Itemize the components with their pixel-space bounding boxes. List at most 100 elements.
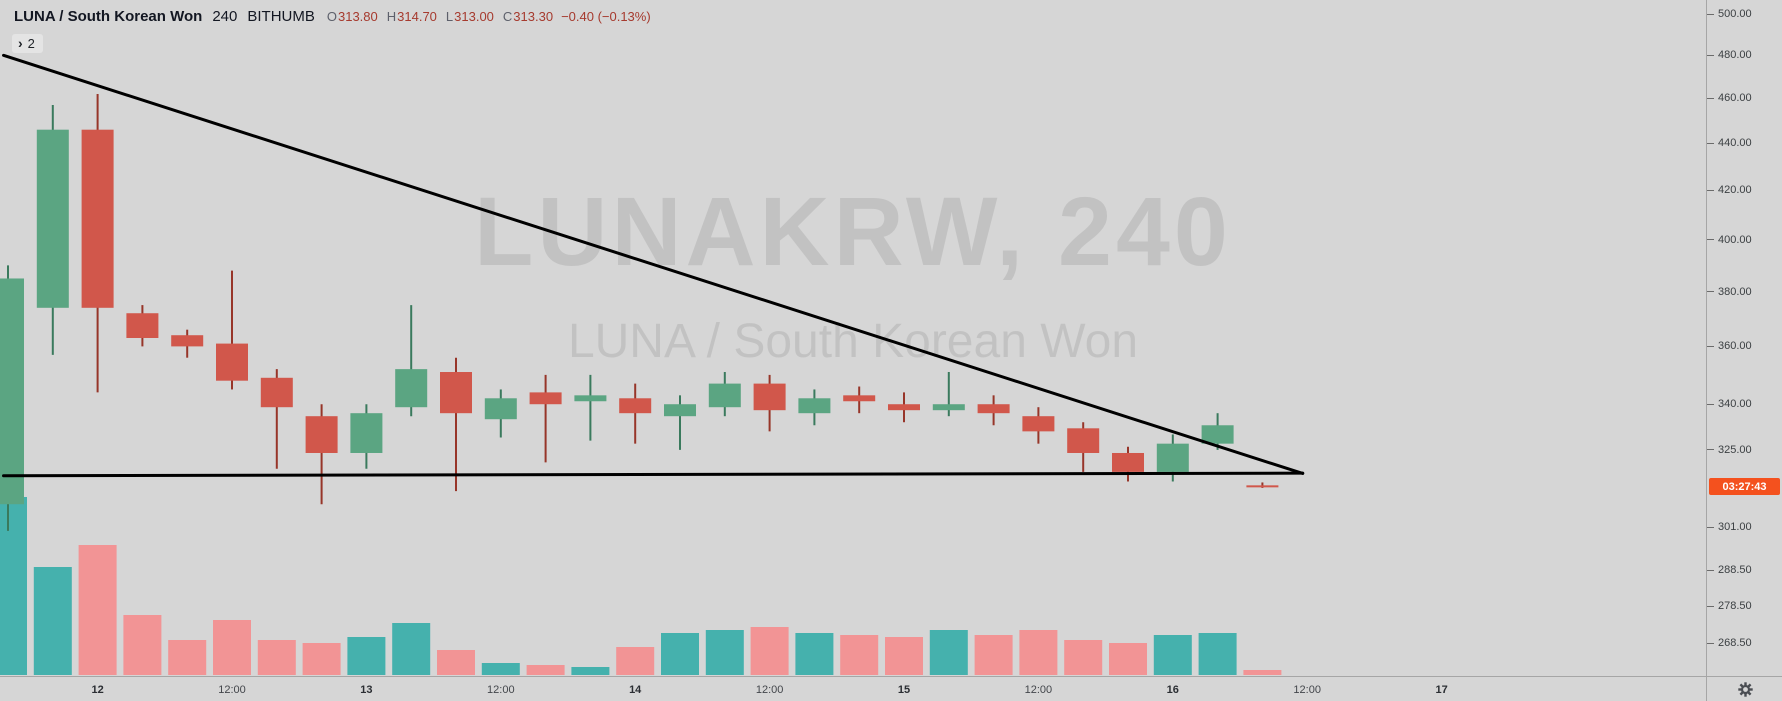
volume-bar bbox=[78, 545, 117, 675]
volume-bar bbox=[795, 633, 834, 675]
volume-bar bbox=[123, 615, 162, 675]
ohlc-values: O313.80 H314.70 L313.00 C313.30 bbox=[327, 9, 553, 24]
volume-bar bbox=[616, 647, 655, 675]
collapsed-drawings-button[interactable]: 2 bbox=[12, 34, 43, 53]
price-tick: 480.00 bbox=[1707, 48, 1752, 62]
trendline-drawing[interactable] bbox=[2, 53, 1305, 475]
ohlc-pair: O313.80 bbox=[326, 9, 378, 24]
ohlc-pair: C313.30 bbox=[502, 9, 554, 24]
candle-body bbox=[798, 398, 831, 414]
exchange-name: BITHUMB bbox=[247, 8, 315, 25]
candle-body bbox=[36, 129, 69, 308]
time-tick: 12 bbox=[91, 683, 104, 696]
candle-body bbox=[305, 416, 338, 453]
candle-body bbox=[664, 404, 696, 417]
price-tick: 500.00 bbox=[1707, 7, 1752, 21]
price-axis[interactable]: 03:27:43 500.00 480.00 460.00 440.00 420.00 4… bbox=[1706, 0, 1782, 676]
collapsed-drawings-count: 2 bbox=[27, 35, 35, 51]
volume-bar bbox=[168, 640, 207, 675]
candle-body bbox=[1112, 452, 1144, 472]
candle-body bbox=[350, 413, 383, 453]
time-tick: 15 bbox=[897, 683, 911, 696]
candle-body bbox=[708, 383, 741, 408]
candlestick-chart[interactable] bbox=[0, 0, 1706, 676]
candle-body bbox=[440, 372, 472, 414]
time-tick: 12:00 bbox=[487, 683, 515, 696]
candle-countdown-label[interactable]: 03:27:43 bbox=[1709, 478, 1780, 496]
time-tick: 12:00 bbox=[1024, 683, 1053, 696]
volume-bar bbox=[1064, 640, 1103, 675]
candle-body bbox=[888, 404, 920, 411]
volume-bar bbox=[1198, 633, 1237, 675]
chevron-right-icon bbox=[18, 35, 23, 51]
candle-body bbox=[1156, 443, 1189, 472]
volume-bar bbox=[1019, 630, 1058, 675]
volume-bar bbox=[213, 620, 251, 675]
volume-bar bbox=[750, 627, 789, 675]
candle-body bbox=[1067, 428, 1100, 453]
candle-body bbox=[1201, 425, 1234, 444]
candle-body bbox=[0, 278, 24, 505]
trendline-drawing[interactable] bbox=[2, 471, 1305, 478]
volume-bar bbox=[302, 643, 341, 675]
price-tick: 268.50 bbox=[1707, 636, 1752, 650]
time-tick: 17 bbox=[1435, 683, 1448, 696]
candle-body bbox=[977, 404, 1010, 414]
volume-bar bbox=[571, 667, 610, 675]
price-tick: 460.00 bbox=[1707, 91, 1752, 105]
price-tick: 440.00 bbox=[1707, 136, 1752, 150]
price-tick: 288.50 bbox=[1707, 563, 1752, 577]
volume-bar bbox=[705, 630, 744, 675]
candle-body bbox=[126, 313, 159, 339]
price-tick: 340.00 bbox=[1707, 397, 1752, 411]
candle-body bbox=[1246, 485, 1279, 488]
price-tick: 400.00 bbox=[1707, 233, 1752, 247]
time-tick: 13 bbox=[360, 683, 373, 696]
volume-bar bbox=[0, 497, 27, 675]
candle-body bbox=[529, 392, 562, 405]
price-tick: 420.00 bbox=[1707, 183, 1752, 197]
volume-bar bbox=[481, 663, 520, 675]
volume-bar bbox=[257, 640, 296, 675]
candle-body bbox=[574, 395, 607, 402]
volume-bar bbox=[661, 633, 699, 675]
time-tick: 16 bbox=[1166, 683, 1179, 696]
volume-bar bbox=[929, 630, 968, 675]
symbol-name[interactable]: LUNA / South Korean Won bbox=[14, 8, 203, 25]
candle-body bbox=[216, 343, 248, 381]
volume-bar bbox=[526, 665, 565, 675]
candle-body bbox=[932, 404, 965, 411]
volume-bar bbox=[1109, 643, 1147, 675]
candle-body bbox=[81, 129, 114, 308]
axis-corner bbox=[1706, 676, 1782, 701]
price-tick: 301.00 bbox=[1707, 520, 1752, 534]
volume-bar bbox=[33, 567, 72, 675]
price-tick: 278.50 bbox=[1707, 599, 1752, 613]
time-tick: 12:00 bbox=[218, 683, 246, 696]
price-tick: 380.00 bbox=[1707, 285, 1752, 299]
volume-bar bbox=[437, 650, 475, 675]
settings-gear-icon[interactable] bbox=[1737, 681, 1754, 698]
interval-value[interactable]: 240 bbox=[212, 8, 238, 25]
time-axis[interactable]: 12 12:00 13 12:00 14 12:00 15 12:00 16 12:00 17 bbox=[0, 676, 1706, 701]
volume-bar bbox=[1243, 670, 1282, 675]
volume-bar bbox=[885, 637, 923, 675]
ohlc-pair: L313.00 bbox=[445, 9, 494, 24]
candle-body bbox=[1022, 416, 1055, 432]
volume-bar bbox=[1153, 635, 1192, 675]
candle-body bbox=[843, 395, 876, 402]
candle-body bbox=[395, 369, 428, 408]
volume-bar bbox=[974, 635, 1013, 675]
price-tick: 360.00 bbox=[1707, 339, 1752, 353]
symbol-header: LUNA / South Korean Won 240 BITHUMB O313… bbox=[14, 8, 651, 25]
candle-body bbox=[171, 335, 204, 347]
volume-bar bbox=[347, 637, 386, 675]
time-tick: 12:00 bbox=[755, 683, 784, 696]
candle-body bbox=[619, 398, 652, 414]
volume-bar bbox=[840, 635, 879, 675]
ohlc-pair: H314.70 bbox=[386, 9, 437, 24]
change-value: −0.40 (−0.13%) bbox=[561, 9, 651, 24]
volume-bar bbox=[392, 623, 431, 675]
candle-body bbox=[753, 383, 786, 411]
